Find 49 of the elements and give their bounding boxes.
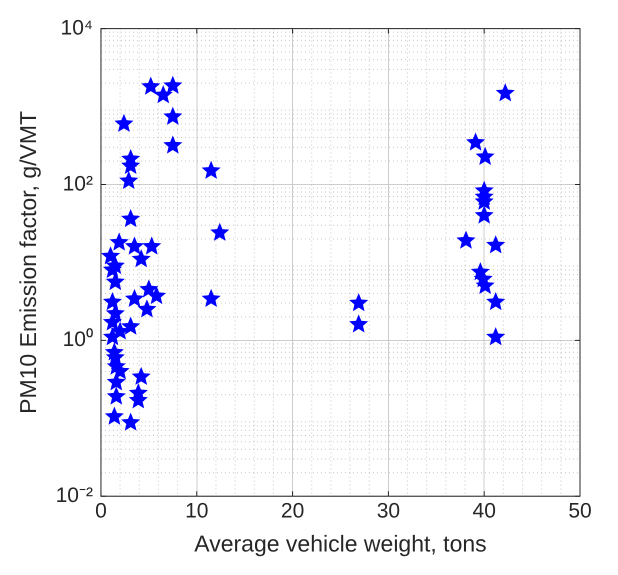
x-tick-label: 40 [472,500,496,523]
point [466,132,486,151]
point [106,386,126,405]
x-tick-label: 50 [568,500,592,523]
point [163,136,182,154]
point [137,299,156,318]
x-tick-label: 30 [376,500,400,523]
point [486,327,506,346]
point [124,288,144,308]
y-tick-label: 10² [62,172,93,196]
point [202,160,221,179]
point [163,76,182,94]
point [104,406,124,425]
point [114,114,134,132]
y-tick-label: 10⁴ [60,16,93,40]
point [476,146,495,165]
y-axis-title: PM10 Emission factor, g/VMT [15,110,42,414]
point [210,222,230,241]
point [456,230,476,249]
point [154,85,173,104]
point [147,286,166,304]
point [141,76,160,95]
y-tick-label: 10⁻² [56,484,93,507]
point [121,412,140,431]
point [349,314,368,333]
point [121,209,140,228]
point [102,292,122,310]
point [106,256,125,274]
point [132,249,151,268]
point [202,288,221,308]
point [119,170,138,190]
point [496,83,515,102]
y-tick-label: 10⁰ [62,328,93,352]
point [101,246,120,264]
point [486,235,506,254]
x-tick-label: 10 [185,500,208,523]
point [132,366,151,385]
point [163,106,182,125]
point [349,293,368,312]
x-axis-title: Average vehicle weight, tons [194,530,487,557]
x-tick-label: 0 [95,500,107,523]
point [486,292,506,310]
point [110,361,130,380]
point [110,232,129,251]
point [474,205,494,224]
x-tick-label: 20 [280,500,304,523]
point [121,316,140,335]
point [142,236,162,255]
point [124,236,144,255]
